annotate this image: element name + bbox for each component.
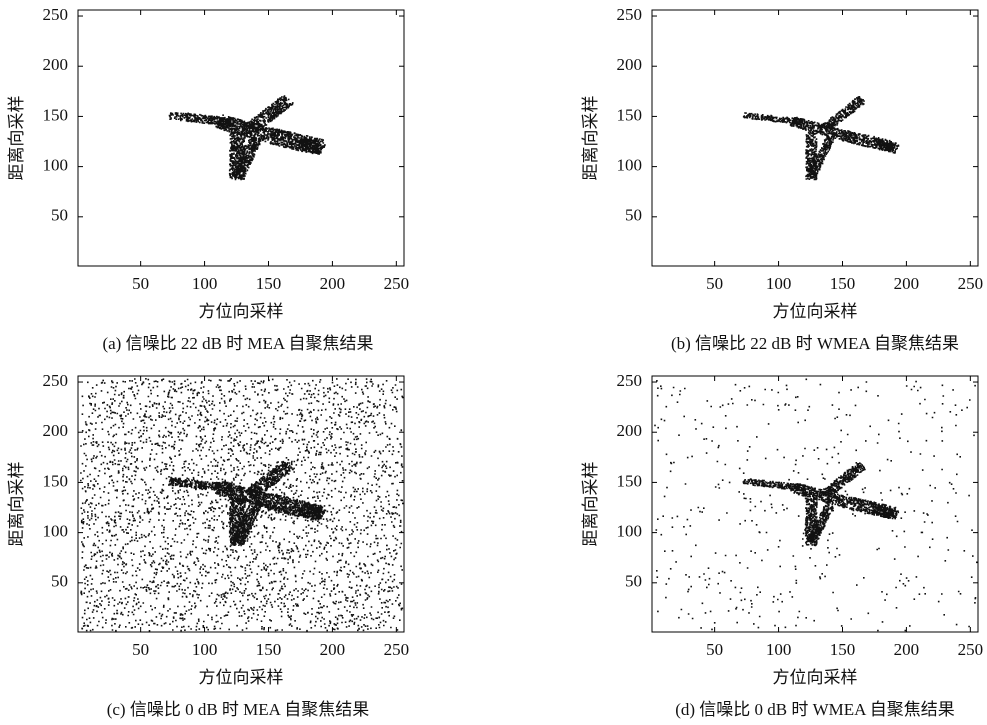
y-tick-label: 50 <box>625 206 642 225</box>
x-tick-label: 250 <box>958 640 984 659</box>
image-content <box>654 378 978 632</box>
x-tick-label: 150 <box>830 640 856 659</box>
y-tick-label: 50 <box>51 572 68 591</box>
y-tick-label: 200 <box>617 55 643 74</box>
y-axis-label: 距离向采样 <box>7 96 26 181</box>
x-tick-label: 100 <box>766 274 792 293</box>
x-tick-label: 150 <box>256 274 282 293</box>
caption: (b) 信噪比 22 dB 时 WMEA 自聚焦结果 <box>671 334 959 353</box>
y-tick-label: 50 <box>51 206 68 225</box>
x-tick-label: 50 <box>132 640 149 659</box>
y-tick-label: 200 <box>43 55 69 74</box>
x-tick-label: 100 <box>192 274 218 293</box>
x-axis-label: 方位向采样 <box>773 302 858 321</box>
caption: (c) 信噪比 0 dB 时 MEA 自聚焦结果 <box>107 700 370 719</box>
y-tick-label: 200 <box>43 421 69 440</box>
image-content <box>742 96 900 181</box>
y-tick-label: 150 <box>617 471 643 490</box>
y-tick-label: 200 <box>617 421 643 440</box>
x-axis-label: 方位向采样 <box>773 668 858 687</box>
image-content <box>168 95 326 181</box>
y-tick-label: 250 <box>617 371 643 390</box>
x-tick-label: 250 <box>958 274 984 293</box>
x-tick-label: 250 <box>384 640 410 659</box>
y-tick-label: 100 <box>617 522 643 541</box>
y-tick-label: 100 <box>617 156 643 175</box>
x-tick-label: 100 <box>192 640 218 659</box>
caption: (a) 信噪比 22 dB 时 MEA 自聚焦结果 <box>102 334 373 353</box>
y-tick-label: 100 <box>43 156 69 175</box>
y-axis-label: 距离向采样 <box>7 462 26 547</box>
x-tick-label: 100 <box>766 640 792 659</box>
x-tick-label: 150 <box>256 640 282 659</box>
plot-frame <box>651 9 979 267</box>
y-tick-label: 50 <box>625 572 642 591</box>
caption: (d) 信噪比 0 dB 时 WMEA 自聚焦结果 <box>675 700 955 719</box>
y-tick-label: 250 <box>43 371 69 390</box>
x-tick-label: 200 <box>894 640 920 659</box>
x-axis-label: 方位向采样 <box>199 302 284 321</box>
x-tick-label: 50 <box>706 640 723 659</box>
plot-frame <box>77 9 405 267</box>
x-tick-label: 200 <box>320 274 346 293</box>
y-tick-label: 250 <box>43 5 69 24</box>
x-tick-label: 50 <box>132 274 149 293</box>
x-tick-label: 50 <box>706 274 723 293</box>
y-tick-label: 150 <box>43 471 69 490</box>
x-tick-label: 150 <box>830 274 856 293</box>
y-tick-label: 150 <box>617 105 643 124</box>
y-tick-label: 150 <box>43 105 69 124</box>
y-tick-label: 250 <box>617 5 643 24</box>
x-axis-label: 方位向采样 <box>199 668 284 687</box>
x-tick-label: 200 <box>320 640 346 659</box>
y-tick-label: 100 <box>43 522 69 541</box>
x-tick-label: 250 <box>384 274 410 293</box>
image-content <box>80 378 404 632</box>
plot-frame <box>651 375 979 633</box>
x-tick-label: 200 <box>894 274 920 293</box>
plot-frame <box>77 375 405 633</box>
y-axis-label: 距离向采样 <box>581 96 600 181</box>
y-axis-label: 距离向采样 <box>581 462 600 547</box>
